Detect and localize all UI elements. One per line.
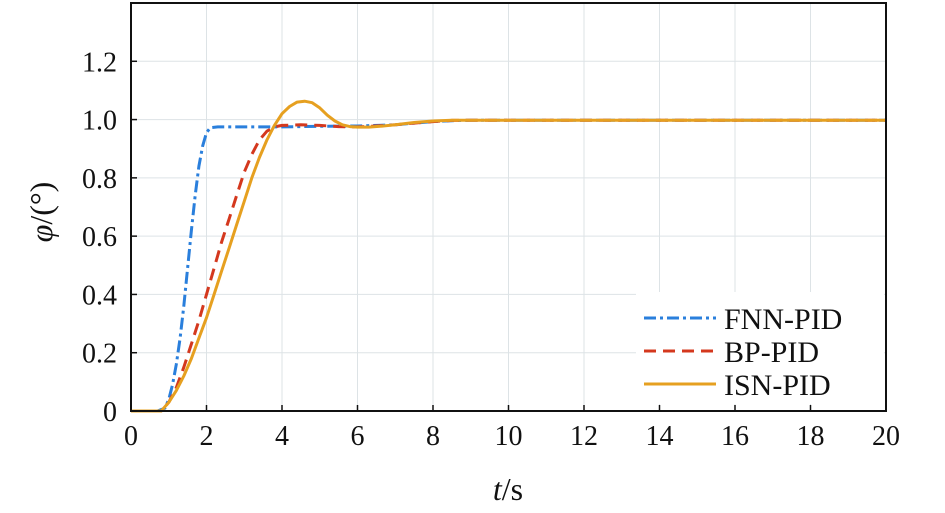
x-tick-label: 16 — [721, 421, 749, 452]
series-isn-pid-line — [131, 99, 886, 413]
legend-label-bp-pid: BP-PID — [724, 336, 819, 369]
x-tick-label: 6 — [351, 421, 365, 452]
x-tick-label: 12 — [570, 421, 598, 452]
y-tick-label: 0.8 — [82, 164, 117, 195]
tick-marks — [130, 60, 887, 412]
x-axis-label: t/s — [493, 471, 523, 507]
y-tick-label: 1.0 — [82, 106, 117, 137]
y-tick-label: 0.6 — [82, 222, 117, 253]
x-tick-label: 14 — [646, 421, 674, 452]
series-lines — [131, 99, 886, 413]
legend-label-isn-pid: ISN-PID — [724, 369, 831, 402]
x-tick-labels: 0 2 4 6 8 10 12 14 16 18 20 — [124, 421, 900, 452]
y-tick-label: 0.2 — [82, 339, 117, 370]
y-tick-label: 0 — [103, 397, 117, 428]
x-tick-label: 2 — [200, 421, 214, 452]
x-tick-label: 10 — [495, 421, 523, 452]
y-axis-label: φ/(°) — [23, 182, 59, 243]
x-tick-label: 0 — [124, 421, 138, 452]
y-tick-labels: 0 0.2 0.4 0.6 0.8 1.0 1.2 — [82, 47, 117, 428]
x-tick-label: 18 — [797, 421, 825, 452]
x-tick-label: 20 — [872, 421, 900, 452]
y-tick-label: 0.4 — [82, 280, 117, 311]
y-tick-label: 1.2 — [82, 47, 117, 78]
x-tick-label: 4 — [275, 421, 289, 452]
x-tick-label: 8 — [426, 421, 440, 452]
legend-label-fnn-pid: FNN-PID — [724, 303, 842, 336]
